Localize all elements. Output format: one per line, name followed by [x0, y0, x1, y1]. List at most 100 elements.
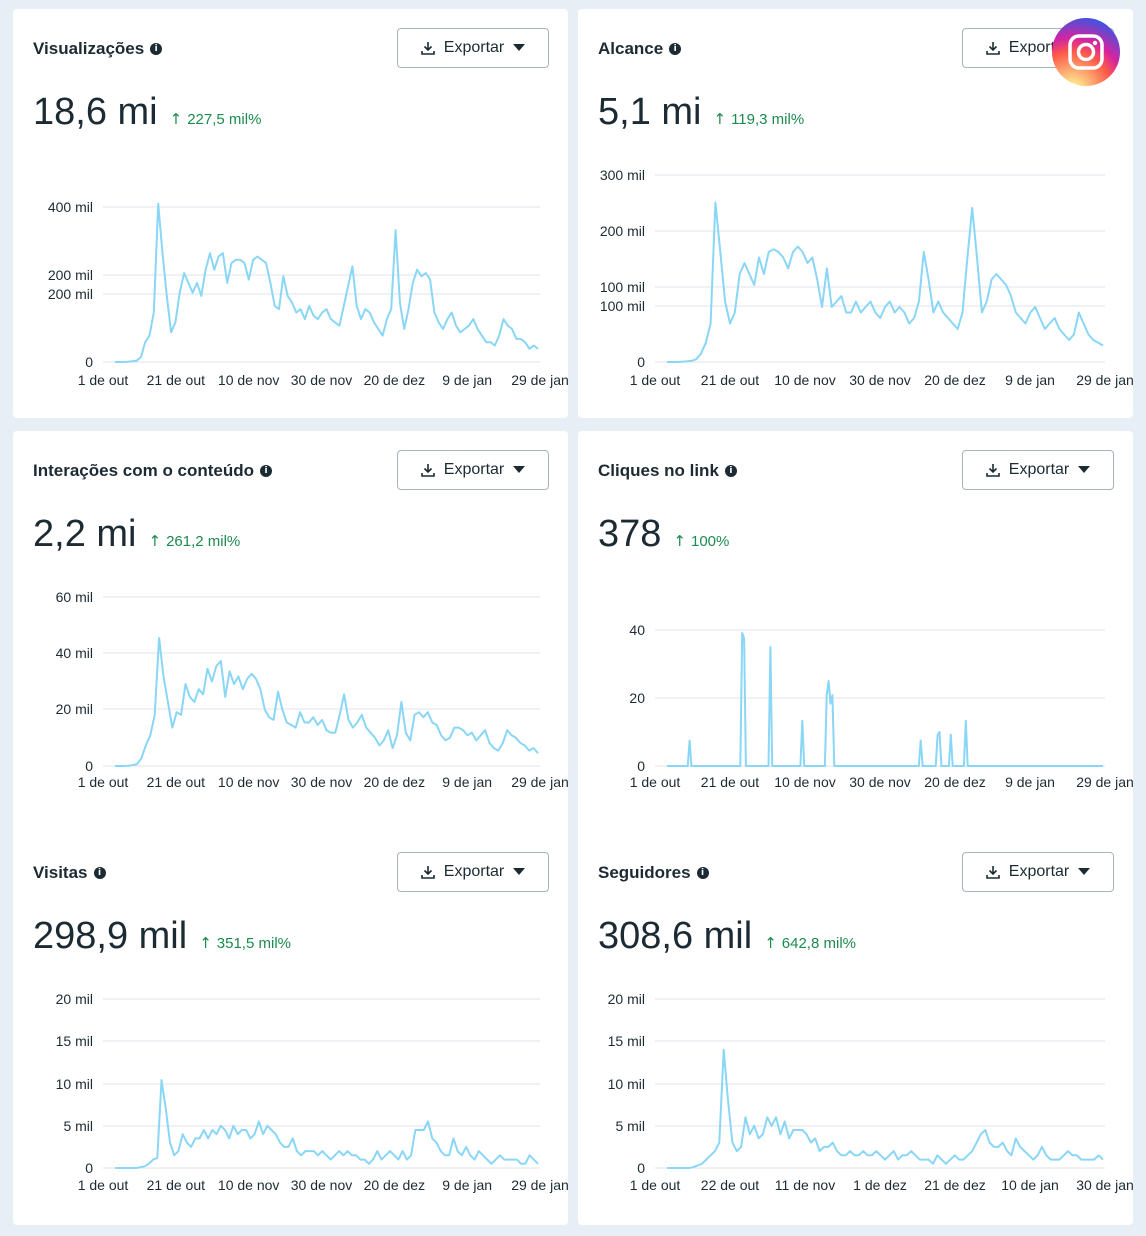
delta-label: 351,5 mil% [216, 934, 291, 952]
info-icon[interactable]: i [150, 43, 163, 55]
card-title: Cliques no link i [598, 461, 737, 481]
y-tick-label: 200 mil [48, 286, 93, 302]
x-tick-label: 29 de jan [511, 372, 568, 388]
export-button[interactable]: Exportar [962, 852, 1114, 892]
metric-row: 298,9 mil ↑ 351,5 mil% [33, 915, 291, 958]
series-line[interactable] [115, 637, 539, 767]
card-title-label: Cliques no link [598, 461, 719, 480]
series-line[interactable] [115, 202, 539, 363]
x-tick-label: 1 de out [630, 1177, 681, 1193]
export-button[interactable]: Exportar [397, 28, 549, 68]
delta-label: 642,8 mil% [781, 934, 856, 952]
card-title-label: Interações com o conteúdo [33, 461, 255, 480]
arrow-up-icon: ↑ [169, 110, 183, 128]
card-visitas: Visitas i Exportar 298,9 mil ↑ 351,5 mil%… [13, 833, 568, 1225]
export-button[interactable]: Exportar [962, 450, 1114, 490]
y-tick-label: 100 mil [600, 279, 645, 295]
info-icon[interactable]: i [724, 465, 737, 477]
metric-row: 5,1 mi ↑ 119,3 mil% [598, 91, 804, 134]
metric-value: 18,6 mi [33, 91, 158, 133]
series-line[interactable] [667, 1048, 1104, 1169]
y-tick-label: 20 mil [56, 701, 93, 717]
x-tick-label: 20 de dez [924, 774, 986, 790]
x-tick-label: 29 de jan [511, 1177, 568, 1193]
card-visualizacoes: Visualizações i Exportar 18,6 mi ↑ 227,5 … [13, 9, 568, 418]
x-tick-label: 21 de out [701, 774, 759, 790]
info-icon[interactable]: i [93, 867, 106, 879]
download-icon [420, 42, 435, 55]
card-title-label: Seguidores [598, 863, 691, 882]
arrow-up-icon: ↑ [713, 110, 727, 128]
x-tick-label: 22 de out [701, 1177, 759, 1193]
export-label: Exportar [1008, 461, 1070, 478]
card-title-label: Visualizações [33, 39, 145, 58]
y-tick-label: 0 [85, 758, 93, 774]
x-tick-label: 1 de out [630, 774, 681, 790]
x-tick-label: 21 de out [147, 372, 205, 388]
arrow-up-icon: ↑ [764, 934, 777, 952]
x-tick-label: 10 de nov [774, 774, 836, 790]
x-tick-label: 9 de jan [442, 372, 492, 388]
caret-down-icon [1078, 868, 1091, 875]
metric-row: 18,6 mi ↑ 227,5 mil% [33, 91, 261, 134]
x-tick-label: 30 de jan [1076, 1177, 1133, 1193]
y-tick-label: 400 mil [48, 199, 93, 215]
metric-delta: ↑ 261,2 mil% [148, 532, 240, 550]
y-tick-label: 0 [637, 1160, 645, 1176]
card-title: Interações com o conteúdo i [33, 461, 273, 481]
x-tick-label: 11 de nov [775, 1177, 835, 1193]
series-line[interactable] [667, 631, 1103, 767]
info-icon[interactable]: i [669, 43, 682, 55]
x-tick-label: 9 de jan [1005, 774, 1055, 790]
x-tick-label: 20 de dez [364, 1177, 426, 1193]
arrow-up-icon: ↑ [199, 934, 212, 952]
x-tick-label: 1 de out [630, 372, 681, 388]
delta-label: 227,5 mil% [187, 110, 262, 128]
y-tick-label: 15 mil [56, 1033, 93, 1049]
instagram-glyph-icon [1068, 34, 1104, 70]
x-tick-label: 29 de jan [1076, 372, 1133, 388]
download-icon [985, 42, 1000, 55]
caret-down-icon [513, 44, 526, 51]
x-tick-label: 21 de out [147, 1177, 205, 1193]
line-chart: 60 mil 40 mil 20 mil 01 de out 21 de out 10 d… [56, 589, 568, 790]
x-tick-label: 30 de nov [291, 774, 353, 790]
info-icon[interactable]: i [696, 867, 709, 879]
x-tick-label: 10 de nov [218, 1177, 280, 1193]
card-title: Visualizações i [33, 39, 163, 59]
metric-delta: ↑ 227,5 mil% [170, 110, 262, 128]
x-tick-label: 10 de nov [218, 372, 280, 388]
info-icon[interactable]: i [260, 465, 273, 477]
x-tick-label: 20 de dez [364, 372, 426, 388]
download-icon [985, 866, 1000, 879]
y-tick-label: 10 mil [56, 1076, 93, 1092]
card-title: Seguidores i [598, 863, 709, 883]
export-button[interactable]: Exportar [397, 450, 549, 490]
card-title-label: Visitas [33, 863, 88, 882]
caret-down-icon [1078, 466, 1091, 473]
delta-label: 261,2 mil% [166, 532, 241, 550]
series-line[interactable] [667, 201, 1104, 363]
export-label: Exportar [443, 39, 505, 56]
metric-value: 5,1 mi [598, 91, 702, 133]
y-tick-label: 200 mil [600, 223, 645, 239]
series-line[interactable] [115, 1079, 539, 1169]
export-button[interactable]: Exportar [397, 852, 549, 892]
x-tick-label: 1 de out [78, 372, 129, 388]
x-tick-label: 1 de out [78, 1177, 129, 1193]
download-icon [985, 464, 1000, 477]
arrow-up-icon: ↑ [148, 532, 162, 550]
y-tick-label: 10 mil [608, 1076, 645, 1092]
metric-delta: ↑ 119,3 mil% [713, 110, 804, 128]
x-tick-label: 20 de dez [924, 372, 986, 388]
line-chart: 300 mil 200 mil 100 mil 100 mil 0 1 de out 21 … [600, 167, 1133, 388]
x-tick-label: 1 de dez [853, 1177, 907, 1193]
line-chart: 40 20 01 de out 21 de out 10 de nov 30 de nov… [629, 622, 1133, 790]
delta-label: 100% [690, 532, 730, 550]
y-tick-label: 20 [629, 690, 645, 706]
caret-down-icon [513, 466, 526, 473]
x-tick-label: 21 de dez [924, 1177, 986, 1193]
metric-value: 378 [598, 513, 662, 555]
line-chart: 20 mil 15 mil 10 mil 5 mil 01 de out 22 de ou… [608, 991, 1133, 1193]
export-label: Exportar [1008, 863, 1070, 880]
